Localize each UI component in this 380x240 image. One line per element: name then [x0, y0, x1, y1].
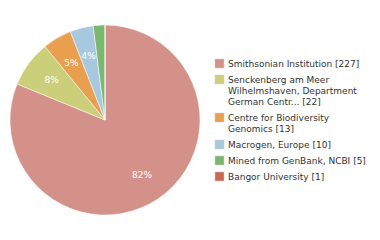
legend-label-line: German Centr... [22]	[228, 97, 321, 107]
legend-label-line: Genomics [13]	[228, 124, 294, 134]
legend-entry: Centre for BiodiversityGenomics [13]	[215, 113, 330, 134]
chart-container: 82% 8% 5%4% Smithsonian Institution [227] Se…	[0, 0, 380, 240]
legend-label-line: Bangor University [1]	[228, 172, 324, 182]
legend-label-line: Smithsonian Institution [227]	[228, 59, 359, 69]
data-label: 4%	[81, 51, 96, 61]
legend-swatch	[215, 156, 224, 165]
legend-entry: Macrogen, Europe [10]	[215, 140, 331, 150]
data-label: 8%	[44, 75, 59, 85]
legend-label: Macrogen, Europe [10]	[228, 140, 331, 150]
legend-label: Centre for BiodiversityGenomics [13]	[228, 113, 330, 134]
pie	[10, 25, 200, 215]
legend-label-line: Centre for Biodiversity	[228, 113, 330, 123]
legend-label: Mined from GenBank, NCBI [5]	[228, 156, 366, 166]
chart: 82% 8% 5%4% Smithsonian Institution [227] Se…	[0, 0, 380, 240]
legend-entry: Bangor University [1]	[215, 172, 324, 182]
data-label: 82%	[132, 170, 152, 180]
legend-swatch	[215, 75, 224, 84]
legend-swatch	[215, 140, 224, 149]
legend-label-line: Senckenberg am Meer	[228, 75, 329, 85]
legend-entry: Mined from GenBank, NCBI [5]	[215, 156, 366, 166]
legend-label: Smithsonian Institution [227]	[228, 59, 359, 69]
legend-entry: Smithsonian Institution [227]	[215, 59, 359, 69]
data-label: 5%	[64, 58, 79, 68]
pie-slice	[93, 25, 105, 120]
legend-label-line: Mined from GenBank, NCBI [5]	[228, 156, 366, 166]
pie-slice	[70, 26, 105, 120]
legend: Smithsonian Institution [227] Senckenberg…	[215, 59, 366, 182]
legend-entry: Senckenberg am MeerWilhelmshaven, Depart…	[215, 75, 357, 107]
legend-label-line: Macrogen, Europe [10]	[228, 140, 331, 150]
legend-swatch	[215, 172, 224, 181]
legend-label: Senckenberg am MeerWilhelmshaven, Depart…	[228, 75, 357, 107]
pie-slice	[105, 25, 106, 120]
legend-swatch	[215, 59, 224, 68]
legend-label: Bangor University [1]	[228, 172, 324, 182]
pie-slice	[10, 25, 200, 215]
legend-label-line: Wilhelmshaven, Department	[228, 86, 357, 96]
legend-swatch	[215, 113, 224, 122]
data-labels: 82% 8% 5%4%	[44, 51, 152, 181]
